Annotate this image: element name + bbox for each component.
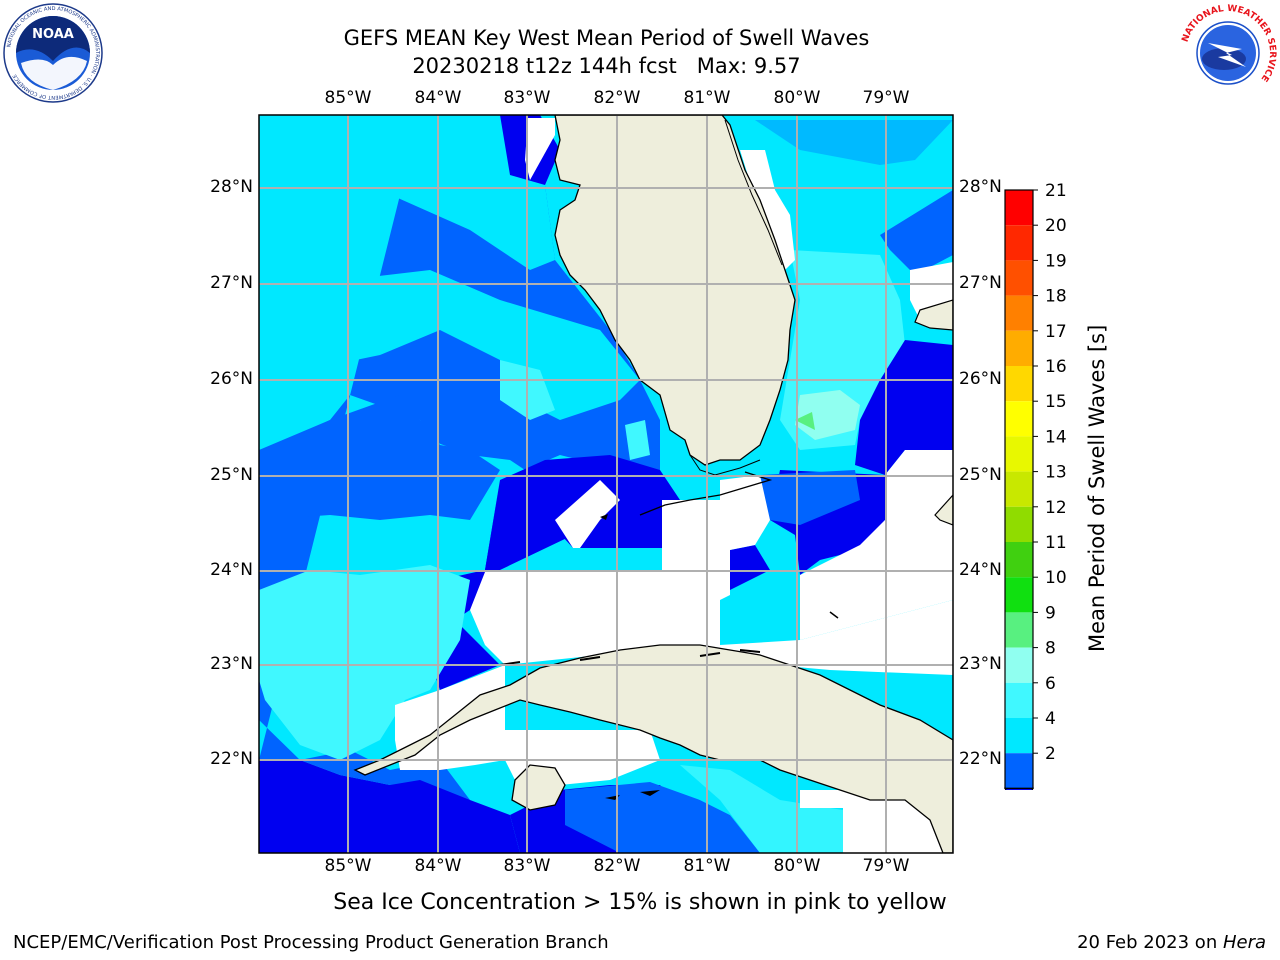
lat-label-right: 28°N <box>959 177 1002 197</box>
florida-keys <box>639 471 773 516</box>
colorbar-segment <box>1005 260 1033 296</box>
bahamas-land <box>914 299 953 331</box>
map-title: GEFS MEAN Key West Mean Period of Swell … <box>343 26 870 50</box>
lat-label-left: 27°N <box>210 273 253 293</box>
colorbar-tick-label: 21 <box>1045 181 1067 201</box>
lon-label-bottom: 82°W <box>593 856 641 876</box>
lon-label-top: 84°W <box>414 88 462 108</box>
colorbar-tick-label: 13 <box>1045 463 1067 483</box>
lat-label-right: 27°N <box>959 273 1002 293</box>
swell-band-medium <box>259 115 660 760</box>
colorbar-tick-label: 12 <box>1045 498 1067 518</box>
lon-label-top: 83°W <box>503 88 551 108</box>
lat-label-right: 22°N <box>959 749 1002 769</box>
nws-logo: NATIONAL WEATHER SERVICE <box>1181 4 1277 99</box>
footer-date-text: 20 Feb 2023 on <box>1077 932 1223 953</box>
sea-ice-note: Sea Ice Concentration > 15% is shown in … <box>0 890 1280 915</box>
lon-label-bottom: 83°W <box>503 856 551 876</box>
lat-label-left: 22°N <box>210 749 253 769</box>
colorbar-segment <box>1005 330 1033 366</box>
colorbar-tick-label: 10 <box>1045 568 1067 588</box>
colorbar: 2 4 6 8 9 10 11 12 13 14 15 16 17 18 19 20 21 <box>1003 181 1067 790</box>
footer-date: 20 Feb 2023 on Hera <box>1077 932 1266 953</box>
colorbar-outline <box>1004 189 1034 790</box>
colorbar-segment <box>1005 577 1033 613</box>
footer-machine: Hera <box>1222 932 1266 953</box>
colorbar-tick-label: 6 <box>1045 674 1056 694</box>
isle-of-youth <box>511 764 566 811</box>
lat-label-left: 23°N <box>210 654 253 674</box>
colorbar-label: Mean Period of Swell Waves [s] <box>1085 324 1109 652</box>
colorbar-segment <box>1005 612 1033 648</box>
colorbar-tick-label: 11 <box>1045 533 1067 553</box>
colorbar-segment <box>1005 682 1033 718</box>
colorbar-tick-label: 19 <box>1045 251 1067 271</box>
colorbar-tick-label: 16 <box>1045 357 1067 377</box>
cuba-land <box>353 644 953 853</box>
colorbar-segment <box>1005 718 1033 754</box>
lat-label-left: 25°N <box>210 465 253 485</box>
colorbar-segment <box>1005 471 1033 507</box>
sea-ice-note-text: Sea Ice Concentration > 15% is shown in … <box>333 890 947 915</box>
colorbar-segment <box>1005 647 1033 683</box>
colorbar-segment <box>1005 225 1033 261</box>
colorbar-tick-label: 18 <box>1045 287 1067 307</box>
lon-label-bottom: 80°W <box>773 856 821 876</box>
colorbar-tick-label: 9 <box>1045 603 1056 623</box>
lon-label-top: 80°W <box>773 88 821 108</box>
colorbar-segment <box>1005 753 1033 789</box>
graticule <box>259 115 953 853</box>
map-subtitle: 20230218 t12z 144h fcst Max: 9.57 <box>412 54 801 78</box>
lat-label-left: 24°N <box>210 560 253 580</box>
colorbar-segment <box>1005 506 1033 542</box>
lon-label-bottom: 79°W <box>862 856 910 876</box>
swell-band-light <box>259 565 470 760</box>
lat-label-left: 26°N <box>210 369 253 389</box>
lon-label-top: 79°W <box>862 88 910 108</box>
colorbar-tick-label: 4 <box>1045 709 1056 729</box>
lat-label-right: 24°N <box>959 560 1002 580</box>
noaa-logo: NATIONAL OCEANIC AND ATMOSPHERIC ADMINIS… <box>3 3 103 103</box>
lon-label-bottom: 81°W <box>683 856 731 876</box>
colorbar-tick-label: 17 <box>1045 322 1067 342</box>
masked-area <box>470 572 953 675</box>
footer-credit: NCEP/EMC/Verification Post Processing Pr… <box>13 932 609 953</box>
lat-label-right: 23°N <box>959 654 1002 674</box>
colorbar-segment <box>1005 436 1033 472</box>
lat-label-left: 28°N <box>210 177 253 197</box>
colorbar-segment <box>1005 295 1033 331</box>
colorbar-segment <box>1005 190 1033 226</box>
colorbar-segment <box>1005 542 1033 578</box>
colorbar-tick-label: 2 <box>1045 744 1056 764</box>
florida-land <box>554 115 796 466</box>
colorbar-tick-label: 20 <box>1045 216 1067 236</box>
lon-label-top: 85°W <box>324 88 372 108</box>
lat-label-right: 25°N <box>959 465 1002 485</box>
colorbar-tick-label: 14 <box>1045 427 1067 447</box>
colorbar-tick-label: 15 <box>1045 392 1067 412</box>
map-frame <box>258 114 954 854</box>
colorbar-segment <box>1005 366 1033 402</box>
lon-label-bottom: 84°W <box>414 856 462 876</box>
lon-label-bottom: 85°W <box>324 856 372 876</box>
svg-text:NOAA: NOAA <box>32 27 74 42</box>
colorbar-segment <box>1005 401 1033 437</box>
lon-label-top: 82°W <box>593 88 641 108</box>
lon-label-top: 81°W <box>683 88 731 108</box>
colorbar-tick-label: 8 <box>1045 639 1056 659</box>
lat-label-right: 26°N <box>959 369 1002 389</box>
